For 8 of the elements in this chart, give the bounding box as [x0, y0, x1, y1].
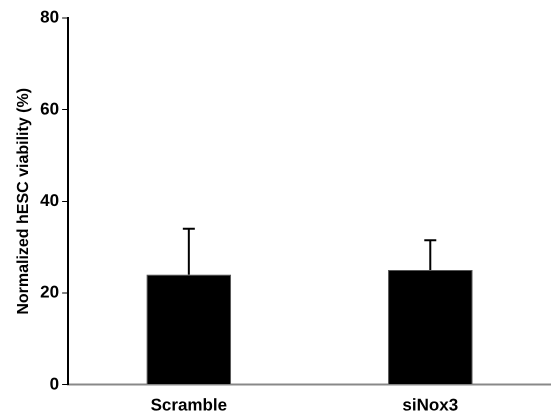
y-axis-title: Normalized hESC viability (%): [15, 88, 32, 315]
y-tick-label: 80: [40, 8, 60, 27]
y-tick-label: 20: [40, 282, 60, 302]
y-tick-label: 0: [50, 374, 60, 394]
x-tick-label: siNox3: [402, 395, 458, 414]
x-tick-label: Scramble: [150, 395, 228, 414]
y-tick-label: 40: [40, 190, 60, 210]
y-tick-label: 60: [40, 99, 60, 118]
